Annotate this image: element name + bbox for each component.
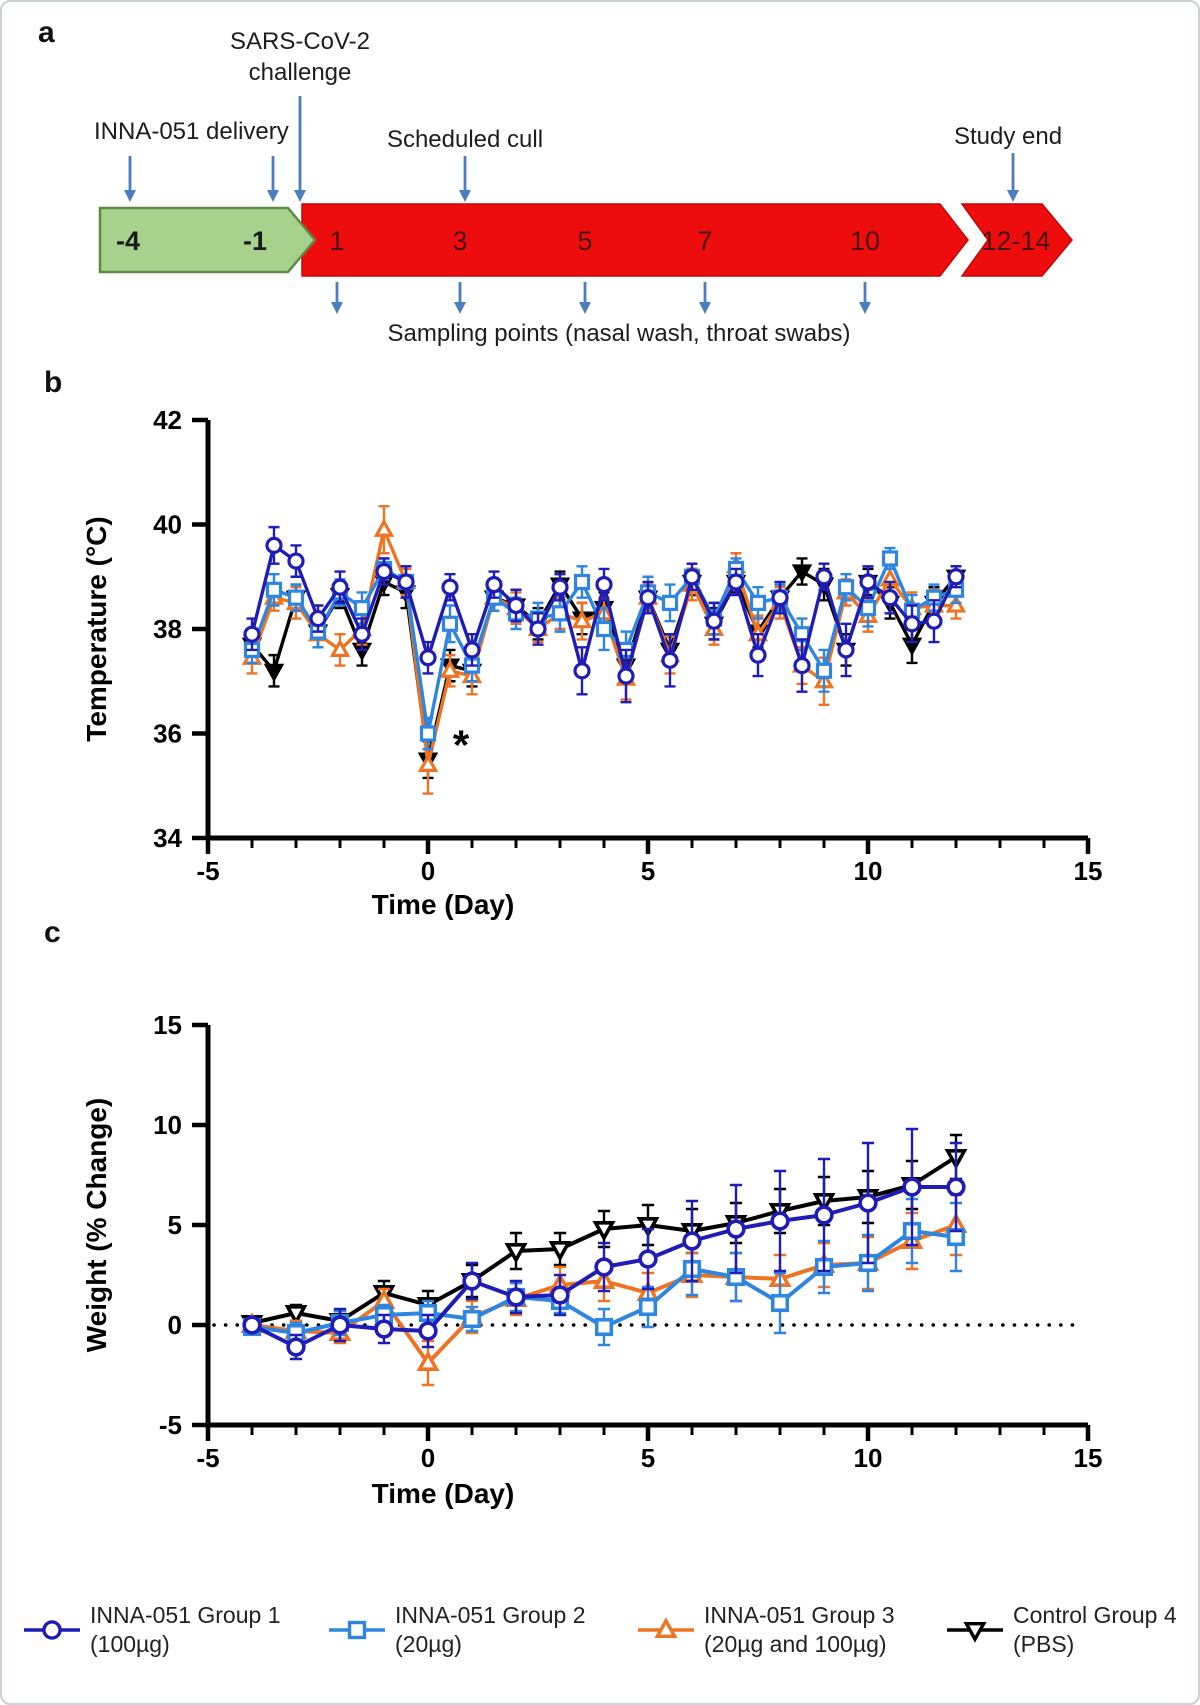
y-tick-label: 5: [168, 1210, 182, 1240]
y-tick-label: 10: [153, 1110, 182, 1140]
y-tick-label: 0: [168, 1310, 182, 1340]
end-phase-day-label: 12-14: [981, 226, 1050, 256]
legend-group3-dose: (20µg and 100µg): [704, 1631, 887, 1657]
legend-item-group1: INNA-051 Group 1 (100µg): [20, 1601, 280, 1659]
y-tick-label: -5: [159, 1410, 182, 1440]
legend-marker-glyph: [638, 1617, 694, 1639]
x-tick-label: 0: [421, 1443, 435, 1473]
y-tick-label: 42: [153, 405, 182, 435]
x-tick-label: 15: [1074, 1443, 1103, 1473]
challenge-phase-arrow: [301, 203, 969, 277]
sars-challenge-label: SARS-CoV-2 challenge: [190, 26, 410, 88]
sampling-point-arrow-icon: [699, 282, 711, 314]
legend-label-group4: Control Group 4 (PBS): [1013, 1601, 1177, 1659]
challenge-phase-day-label: 10: [850, 226, 880, 256]
inna-delivery-arrow-icon: [267, 156, 279, 202]
scheduled-cull-label: Scheduled cull: [386, 126, 544, 153]
group1-circle-marker-icon: [20, 1610, 84, 1650]
y-tick-label: 38: [153, 614, 182, 644]
series-inna-051-group-1-100-g-: [242, 1127, 966, 1361]
legend-marker-art: [638, 1617, 694, 1639]
sampling-point-arrow-icon: [454, 282, 466, 314]
sars-challenge-arrow-icon: [294, 96, 306, 202]
legend-marker-art: [329, 1620, 385, 1640]
legend-item-group3: INNA-051 Group 3 (20µg and 100µg): [634, 1601, 894, 1659]
group2-square-marker-icon: [325, 1610, 389, 1650]
legend-marker-glyph: [947, 1621, 1003, 1643]
legend-group1-name: INNA-051 Group 1: [90, 1602, 281, 1628]
pre-treatment-arrow: [98, 206, 317, 274]
significance-asterisk: *: [453, 722, 470, 769]
legend-marker-art: [24, 1620, 80, 1640]
legend-group3-name: INNA-051 Group 3: [704, 1602, 895, 1628]
legend-item-group2: INNA-051 Group 2 (20µg): [325, 1601, 585, 1659]
y-tick-label: 15: [153, 1010, 182, 1040]
challenge-phase-day-label: 3: [452, 226, 467, 256]
group4-inverted-triangle-marker-icon: [943, 1610, 1007, 1650]
scheduled-cull-arrow-icon: [459, 156, 471, 202]
legend-group4-dose: (PBS): [1013, 1631, 1075, 1657]
study-end-arrow: [960, 203, 1073, 277]
series-markers: [243, 536, 965, 685]
y-tick-label: 36: [153, 719, 182, 749]
series-markers: [242, 1177, 966, 1357]
legend-item-group4: Control Group 4 (PBS): [943, 1601, 1177, 1659]
panel-a-label: a: [38, 16, 55, 49]
x-axis-title: Time (Day): [372, 1478, 515, 1509]
x-tick-label: -5: [196, 856, 219, 886]
legend: INNA-051 Group 1 (100µg) INNA-051 Group …: [0, 1583, 1200, 1673]
study-end-label: Study end: [953, 123, 1063, 150]
inna-delivery-label: INNA-051 delivery: [94, 118, 289, 145]
legend-group2-dose: (20µg): [395, 1631, 462, 1657]
sars-challenge-line1: SARS-CoV-2: [229, 28, 371, 55]
axes: [205, 420, 1088, 841]
pre-phase-day-label: -4: [116, 226, 140, 256]
y-tick-label: 40: [153, 510, 182, 540]
sampling-points-label: Sampling points (nasal wash, throat swab…: [387, 320, 851, 347]
timeline: -4 -1 1 3 5 7 10 12-14: [98, 96, 1073, 314]
x-tick-label: 0: [421, 856, 435, 886]
legend-group1-dose: (100µg): [90, 1631, 170, 1657]
challenge-phase-day-label: 1: [329, 226, 344, 256]
chart-weight: -5 0 5 10 15 -5 0 5 10 15 Time (Day) Weight (% Chan…: [81, 1010, 1102, 1509]
y-tick-label: 34: [153, 823, 182, 853]
x-tick-label: 10: [854, 856, 883, 886]
series-control-group-4-pbs-: [240, 1133, 968, 1336]
legend-label-group3: INNA-051 Group 3 (20µg and 100µg): [704, 1601, 894, 1659]
sampling-point-arrow-icon: [859, 282, 871, 314]
chart-temperature: 34 36 38 40 42 -5 0 5 10 15 Time (Day) Temperature …: [81, 405, 1102, 920]
sampling-point-arrow-icon: [579, 282, 591, 314]
x-tick-label: -5: [196, 1443, 219, 1473]
series-inna-051-group-1-100-g-: [243, 525, 965, 704]
legend-marker-glyph: [329, 1620, 385, 1640]
x-tick-label: 15: [1074, 856, 1103, 886]
legend-group4-name: Control Group 4: [1013, 1602, 1177, 1628]
pre-phase-day-label: -1: [243, 226, 267, 256]
sampling-point-arrow-icon: [331, 282, 343, 314]
panel-c-label: c: [44, 916, 61, 949]
challenge-phase-day-label: 7: [697, 226, 712, 256]
series-markers: [240, 1149, 968, 1336]
legend-label-group1: INNA-051 Group 1 (100µg): [90, 1601, 280, 1659]
y-axis-title: Weight (% Change): [81, 1098, 112, 1353]
study-end-arrow-icon: [1007, 153, 1019, 202]
inna-delivery-arrow-icon: [124, 156, 136, 202]
sars-challenge-line2: challenge: [248, 59, 352, 86]
legend-marker-glyph: [24, 1620, 80, 1640]
x-tick-label: 5: [641, 856, 655, 886]
x-tick-label: 10: [854, 1443, 883, 1473]
x-axis-title: Time (Day): [372, 889, 515, 920]
x-tick-label: 5: [641, 1443, 655, 1473]
group3-triangle-marker-icon: [634, 1610, 698, 1650]
legend-group2-name: INNA-051 Group 2: [395, 1602, 586, 1628]
legend-marker-art: [947, 1621, 1003, 1643]
panel-b-label: b: [44, 366, 63, 399]
y-axis-title: Temperature (°C): [81, 516, 112, 741]
legend-label-group2: INNA-051 Group 2 (20µg): [395, 1601, 585, 1659]
challenge-phase-day-label: 5: [577, 226, 592, 256]
